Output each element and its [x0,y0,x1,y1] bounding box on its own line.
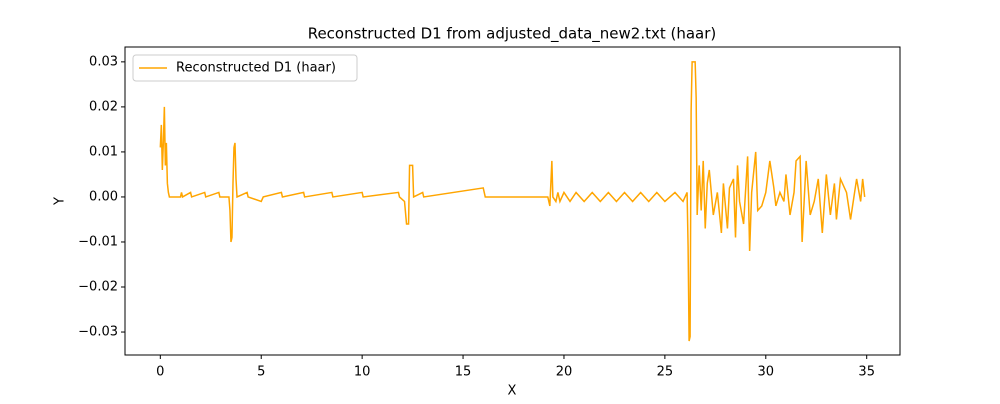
chart-title: Reconstructed D1 from adjusted_data_new2… [308,25,717,44]
x-tick-label: 25 [657,365,674,380]
y-tick-label: 0.00 [89,189,118,204]
legend-label: Reconstructed D1 (haar) [176,61,336,76]
x-tick-label: 10 [354,365,371,380]
y-tick-label: −0.01 [78,234,118,249]
x-tick-label: 30 [758,365,775,380]
y-tick-label: 0.03 [89,54,118,69]
x-tick-label: 0 [156,365,164,380]
x-axis-label: X [508,384,517,399]
x-tick-label: 5 [257,365,265,380]
x-tick-label: 35 [858,365,875,380]
y-tick-label: −0.02 [78,280,118,295]
y-tick-label: 0.01 [89,144,118,159]
plot-frame [124,46,901,356]
legend-box [132,54,358,82]
x-tick-label: 15 [455,365,472,380]
x-tick-label: 20 [556,365,573,380]
data-line [159,61,866,342]
y-tick-label: −0.03 [78,325,118,340]
y-tick-label: 0.02 [89,99,118,114]
y-axis-label: Y [53,197,68,206]
